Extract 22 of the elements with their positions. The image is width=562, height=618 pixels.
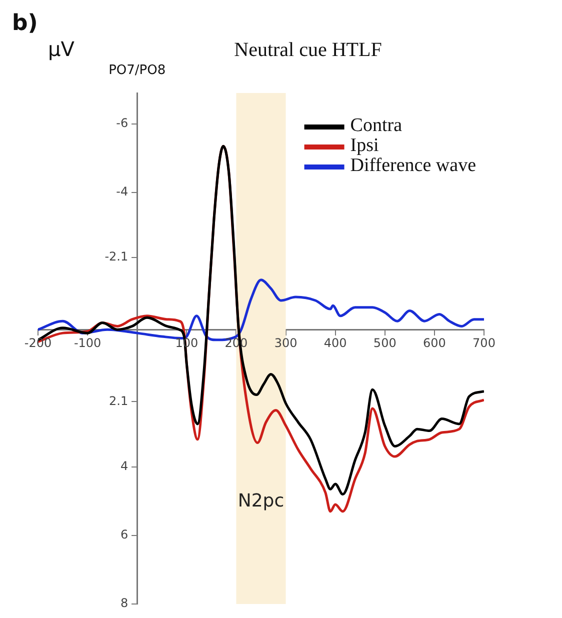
y-tick-label: -4	[116, 184, 128, 199]
y-tick-label: -2.1	[104, 250, 128, 264]
y-tick-label: 8	[120, 596, 128, 610]
band-label: N2pc	[238, 490, 284, 512]
legend-label: Contra	[350, 115, 403, 136]
x-tick-label: 500	[373, 336, 396, 350]
x-tick-label: 300	[274, 336, 298, 350]
text: b)	[12, 11, 38, 36]
legend-label: Difference wave	[350, 155, 476, 176]
x-tick-label: -200	[24, 336, 52, 350]
y-tick-label: 4	[120, 458, 128, 473]
y-axis-title: μV	[48, 37, 75, 61]
chart-subtitle: PO7/PO8	[108, 63, 166, 78]
chart-title: Neutral cue HTLF	[234, 39, 382, 61]
y-tick-label: 2.1	[109, 394, 128, 408]
x-tick-label: -100	[74, 336, 102, 350]
y-tick-label: 6	[120, 528, 128, 542]
x-tick-label: 400	[324, 336, 347, 350]
x-tick-label: 600	[422, 336, 446, 350]
legend-label: Ipsi	[350, 135, 379, 156]
x-tick-label: 700	[472, 336, 496, 350]
y-tick-label: -6	[116, 116, 128, 130]
